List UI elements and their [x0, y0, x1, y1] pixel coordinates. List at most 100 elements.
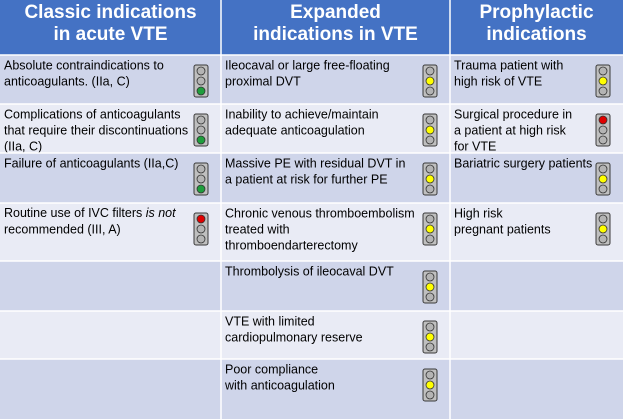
light-lamp — [425, 282, 435, 292]
cell-text: proximal DVT — [225, 74, 301, 88]
cell-text: Routine use of IVC filters is not — [4, 206, 176, 220]
cell-text: VTE with limited — [225, 314, 315, 328]
header-text: Expanded — [290, 2, 381, 23]
traffic-light — [595, 113, 611, 147]
traffic-light — [422, 320, 438, 354]
light-lamp — [196, 164, 206, 174]
traffic-light — [595, 64, 611, 98]
cell-text: Failure of anticoagulants (IIa,C) — [4, 156, 178, 170]
cell-text: Inability to achieve/maintain — [225, 107, 379, 121]
light-lamp — [425, 115, 435, 125]
light-lamp — [196, 224, 206, 234]
cell-text: pregnant patients — [454, 222, 551, 236]
light-lamp — [425, 272, 435, 282]
light-lamp — [425, 174, 435, 184]
header-text: indications — [486, 24, 586, 45]
cell-text: for VTE — [454, 139, 496, 153]
cell-text: Bariatric surgery patients — [454, 156, 592, 170]
light-lamp — [196, 76, 206, 86]
row-bg — [0, 261, 623, 311]
row-bg — [0, 55, 623, 104]
cell-text: Complications of anticoagulants — [4, 107, 181, 121]
row-bg — [0, 359, 623, 419]
cell-text: a patient at risk for further PE — [225, 172, 388, 186]
traffic-light — [193, 113, 209, 147]
cell-text: Absolute contraindications to — [4, 58, 164, 72]
cell-text: Trauma patient with — [454, 58, 563, 72]
light-lamp — [598, 174, 608, 184]
light-lamp — [425, 224, 435, 234]
light-lamp — [425, 332, 435, 342]
row-bg — [0, 311, 623, 359]
light-lamp — [425, 125, 435, 135]
light-lamp — [425, 322, 435, 332]
light-lamp — [598, 135, 608, 145]
light-lamp — [425, 370, 435, 380]
cell-text: Massive PE with residual DVT in — [225, 156, 405, 170]
cell-text: with anticoagulation — [224, 378, 335, 392]
light-lamp — [598, 164, 608, 174]
light-lamp — [196, 174, 206, 184]
light-lamp — [598, 115, 608, 125]
header-bg — [0, 0, 623, 55]
header-text: indications in VTE — [253, 24, 418, 45]
traffic-light — [193, 212, 209, 246]
light-lamp — [196, 66, 206, 76]
cell-text: High risk — [454, 206, 503, 220]
cell-text: anticoagulants. (IIa, C) — [4, 74, 130, 88]
cell-text: that require their discontinuations — [4, 123, 188, 137]
row-bg — [0, 104, 623, 153]
light-lamp — [425, 184, 435, 194]
light-lamp — [598, 76, 608, 86]
light-lamp — [425, 135, 435, 145]
text-segment: Routine use of IVC filters — [4, 206, 146, 220]
light-lamp — [425, 292, 435, 302]
cell-text: thromboendarterectomy — [225, 238, 358, 252]
traffic-light — [193, 162, 209, 196]
cell-text: Surgical procedure in — [454, 107, 572, 121]
traffic-light — [595, 212, 611, 246]
light-lamp — [598, 224, 608, 234]
light-lamp — [196, 86, 206, 96]
cell-text: Ileocaval or large free-floating — [225, 58, 390, 72]
cell-text: a patient at high risk — [454, 123, 567, 137]
traffic-light — [422, 270, 438, 304]
text-segment: is not — [146, 206, 176, 220]
light-lamp — [196, 125, 206, 135]
light-lamp — [425, 342, 435, 352]
light-lamp — [196, 214, 206, 224]
traffic-light — [193, 64, 209, 98]
traffic-light — [422, 368, 438, 402]
light-lamp — [425, 214, 435, 224]
light-lamp — [425, 76, 435, 86]
cell-text: adequate anticoagulation — [225, 123, 365, 137]
light-lamp — [425, 86, 435, 96]
light-lamp — [598, 86, 608, 96]
light-lamp — [425, 380, 435, 390]
light-lamp — [425, 390, 435, 400]
light-lamp — [598, 234, 608, 244]
traffic-light — [595, 162, 611, 196]
light-lamp — [196, 184, 206, 194]
light-lamp — [598, 214, 608, 224]
cell-text: (IIa, C) — [4, 139, 42, 153]
row-bg — [0, 153, 623, 203]
traffic-light — [422, 64, 438, 98]
cell-text: treated with — [225, 222, 290, 236]
row-bg — [0, 203, 623, 261]
light-lamp — [598, 66, 608, 76]
cell-text: Thrombolysis of ileocaval DVT — [225, 264, 394, 278]
light-lamp — [196, 115, 206, 125]
light-lamp — [196, 135, 206, 145]
cell-text: Chronic venous thromboembolism — [225, 206, 415, 220]
light-lamp — [598, 125, 608, 135]
cell-text: high risk of VTE — [454, 74, 542, 88]
header-text: Classic indications — [24, 2, 196, 23]
light-lamp — [425, 234, 435, 244]
light-lamp — [598, 184, 608, 194]
light-lamp — [425, 164, 435, 174]
cell-text: Poor compliance — [225, 362, 318, 376]
cell-text: cardiopulmonary reserve — [225, 330, 363, 344]
light-lamp — [425, 66, 435, 76]
